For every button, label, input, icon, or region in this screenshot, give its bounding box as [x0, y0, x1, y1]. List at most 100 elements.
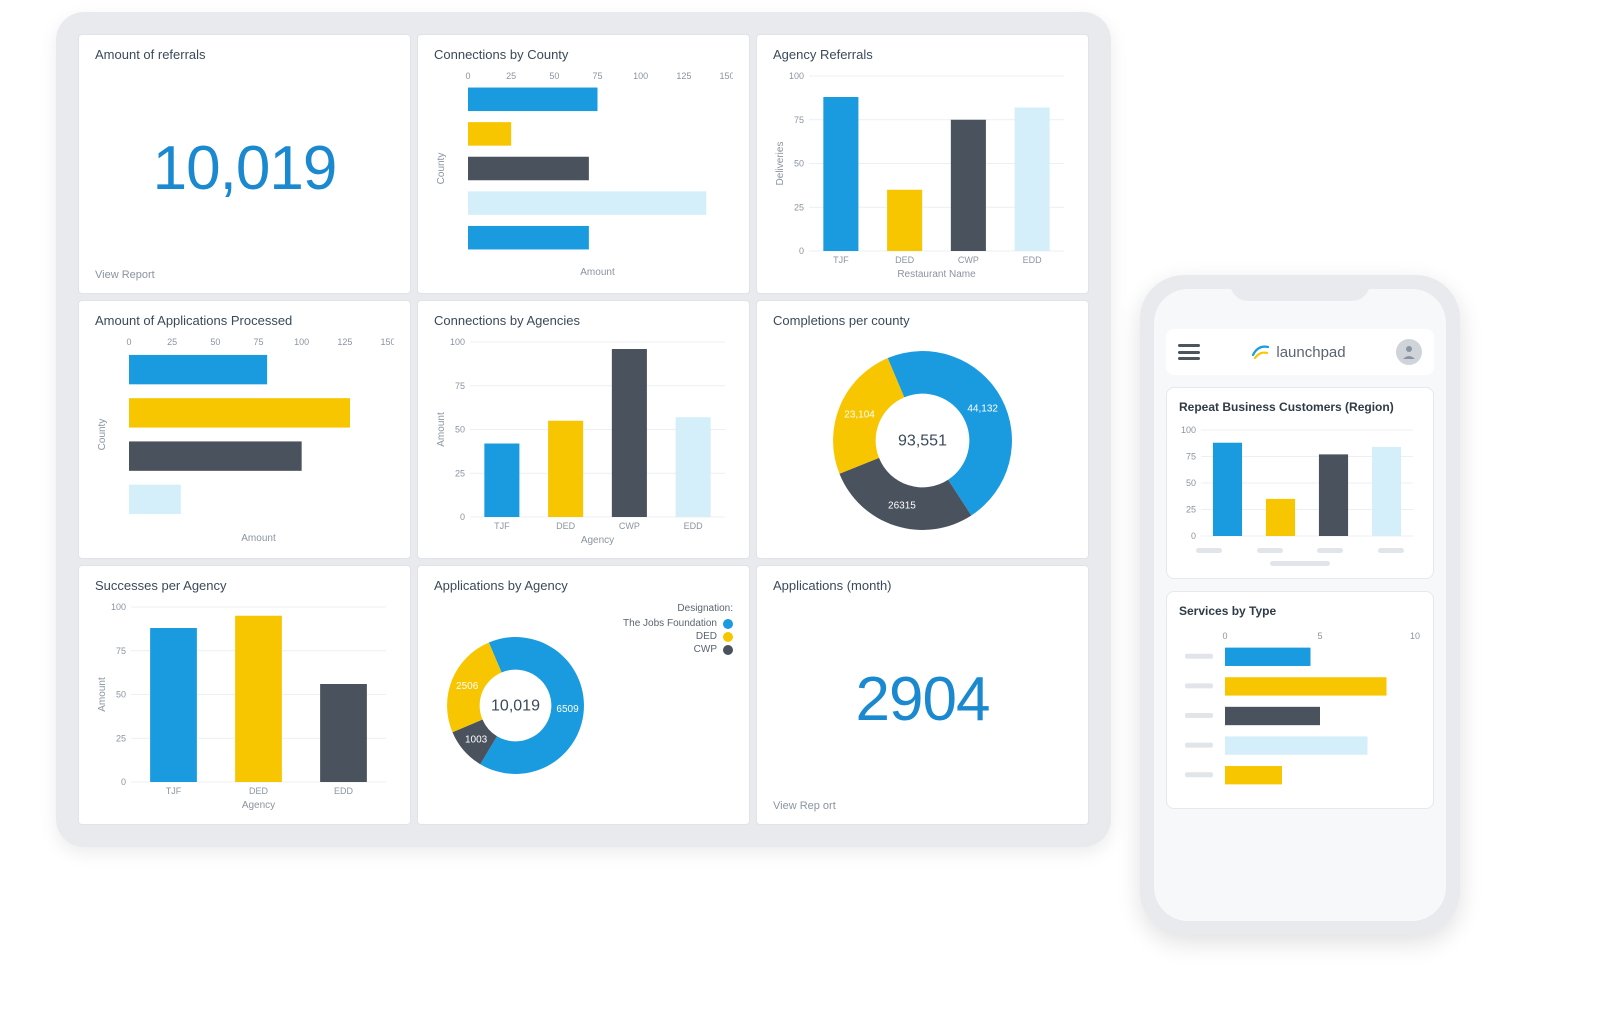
- svg-text:150: 150: [380, 337, 394, 347]
- svg-text:25: 25: [116, 734, 126, 744]
- svg-text:25: 25: [506, 71, 516, 81]
- svg-text:150: 150: [719, 71, 733, 81]
- svg-text:23,104: 23,104: [844, 409, 875, 420]
- chart-apps-processed: 0 25 50 75 100 125 150 County Amount: [95, 334, 394, 547]
- phone-header: launchpad: [1166, 329, 1434, 375]
- svg-text:93,551: 93,551: [898, 432, 947, 449]
- apps-month-value: 2904: [773, 599, 1072, 800]
- svg-text:DED: DED: [249, 786, 269, 796]
- svg-text:50: 50: [794, 159, 804, 169]
- card-conn-county: Connections by County 0255075100125150Co…: [417, 34, 750, 294]
- card-completions: Completions per county 44,1322631523,104…: [756, 300, 1089, 560]
- svg-text:50: 50: [210, 337, 220, 347]
- svg-text:100: 100: [450, 337, 465, 347]
- card-title: Amount of referrals: [95, 47, 394, 62]
- svg-text:75: 75: [794, 115, 804, 125]
- chart-conn-county: 0255075100125150CountyAmount: [434, 68, 733, 281]
- svg-text:DED: DED: [895, 255, 915, 265]
- svg-text:Amount: Amount: [97, 677, 108, 712]
- card-title: Amount of Applications Processed: [95, 313, 394, 328]
- svg-text:Amount: Amount: [436, 412, 447, 447]
- svg-text:50: 50: [549, 71, 559, 81]
- svg-text:25: 25: [167, 337, 177, 347]
- brand-text: launchpad: [1276, 344, 1345, 361]
- chart-successes: 0255075100TJFDEDEDDAmountAgency: [95, 599, 394, 812]
- svg-text:6509: 6509: [556, 704, 579, 715]
- card-title: Agency Referrals: [773, 47, 1072, 62]
- chart-agency-referrals: 0 25 50 75 100 TJF DED CWP EDD Deliveries Restaura…: [773, 68, 1072, 281]
- card-title: Applications (month): [773, 578, 1072, 593]
- svg-text:10,019: 10,019: [491, 698, 540, 715]
- svg-text:100: 100: [1181, 425, 1196, 435]
- svg-text:0: 0: [121, 777, 126, 787]
- svg-text:25: 25: [455, 468, 465, 478]
- card-conn-agencies: Connections by Agencies 0255075100TJFDED…: [417, 300, 750, 560]
- svg-text:75: 75: [455, 380, 465, 390]
- svg-text:DED: DED: [556, 521, 576, 531]
- svg-text:TJF: TJF: [833, 255, 849, 265]
- svg-text:75: 75: [1186, 452, 1196, 462]
- avatar-icon[interactable]: [1396, 339, 1422, 365]
- tablet-frame: Amount of referrals 10,019 View Report C…: [56, 12, 1111, 847]
- svg-text:10: 10: [1410, 631, 1420, 641]
- card-referrals: Amount of referrals 10,019 View Report: [78, 34, 411, 294]
- svg-text:100: 100: [294, 337, 309, 347]
- svg-text:125: 125: [676, 71, 691, 81]
- dashboard-grid: Amount of referrals 10,019 View Report C…: [78, 34, 1089, 825]
- svg-text:75: 75: [116, 646, 126, 656]
- chart-phone-repeat: 0 25 50 75 100: [1179, 422, 1421, 542]
- svg-text:0: 0: [799, 246, 804, 256]
- chart-phone-services: 0510: [1179, 626, 1421, 796]
- chart-apps-by-agency: 65091003250610,019: [434, 599, 597, 812]
- svg-text:2506: 2506: [456, 681, 479, 692]
- svg-text:TJF: TJF: [494, 521, 510, 531]
- svg-text:0: 0: [465, 71, 470, 81]
- svg-text:50: 50: [455, 424, 465, 434]
- card-title: Applications by Agency: [434, 578, 733, 593]
- card-successes: Successes per Agency 0255075100TJFDEDEDD…: [78, 565, 411, 825]
- svg-text:100: 100: [633, 71, 648, 81]
- card-title: Services by Type: [1179, 604, 1421, 618]
- svg-text:Agency: Agency: [242, 800, 275, 811]
- svg-text:CWP: CWP: [619, 521, 640, 531]
- card-title: Completions per county: [773, 313, 1072, 328]
- svg-text:0: 0: [1191, 531, 1196, 541]
- phone-screen: launchpad Repeat Business Customers (Reg…: [1154, 289, 1446, 921]
- card-title: Connections by County: [434, 47, 733, 62]
- svg-text:25: 25: [1186, 505, 1196, 515]
- svg-text:Amount: Amount: [241, 533, 276, 544]
- svg-text:EDD: EDD: [1023, 255, 1043, 265]
- svg-text:County: County: [436, 153, 447, 185]
- svg-text:50: 50: [1186, 478, 1196, 488]
- menu-icon[interactable]: [1178, 344, 1200, 360]
- card-agency-referrals: Agency Referrals 0 25 50 75 100 TJF DED CWP EDD D…: [756, 34, 1089, 294]
- card-title: Successes per Agency: [95, 578, 394, 593]
- svg-text:Restaurant Name: Restaurant Name: [897, 269, 976, 280]
- referrals-value: 10,019: [95, 68, 394, 269]
- svg-text:TJF: TJF: [166, 786, 182, 796]
- svg-text:100: 100: [789, 71, 804, 81]
- brand-logo[interactable]: launchpad: [1250, 341, 1345, 363]
- svg-text:26315: 26315: [888, 500, 916, 511]
- svg-text:CWP: CWP: [958, 255, 979, 265]
- svg-text:5: 5: [1317, 631, 1322, 641]
- svg-text:Deliveries: Deliveries: [775, 142, 786, 186]
- card-apps-processed: Amount of Applications Processed 0 25 50 75…: [78, 300, 411, 560]
- chart-conn-agencies: 0255075100TJFDEDCWPEDDAmountAgency: [434, 334, 733, 547]
- svg-text:Amount: Amount: [580, 267, 615, 278]
- svg-text:0: 0: [126, 337, 131, 347]
- svg-text:25: 25: [794, 202, 804, 212]
- card-apps-by-agency: Applications by Agency 65091003250610,01…: [417, 565, 750, 825]
- view-report-link[interactable]: View Report: [95, 269, 394, 281]
- view-report-link[interactable]: View Rep ort: [773, 800, 1072, 812]
- svg-text:County: County: [97, 418, 108, 450]
- phone-frame: launchpad Repeat Business Customers (Reg…: [1140, 275, 1460, 935]
- svg-text:125: 125: [337, 337, 352, 347]
- phone-card-services: Services by Type 0510: [1166, 591, 1434, 809]
- legend-apps-by-agency: Designation:The Jobs FoundationDEDCWP: [597, 599, 733, 812]
- chart-completions: 44,1322631523,10493,551: [773, 334, 1072, 547]
- svg-text:Agency: Agency: [581, 535, 614, 546]
- svg-text:0: 0: [460, 512, 465, 522]
- svg-text:75: 75: [253, 337, 263, 347]
- card-apps-month: Applications (month) 2904 View Rep ort: [756, 565, 1089, 825]
